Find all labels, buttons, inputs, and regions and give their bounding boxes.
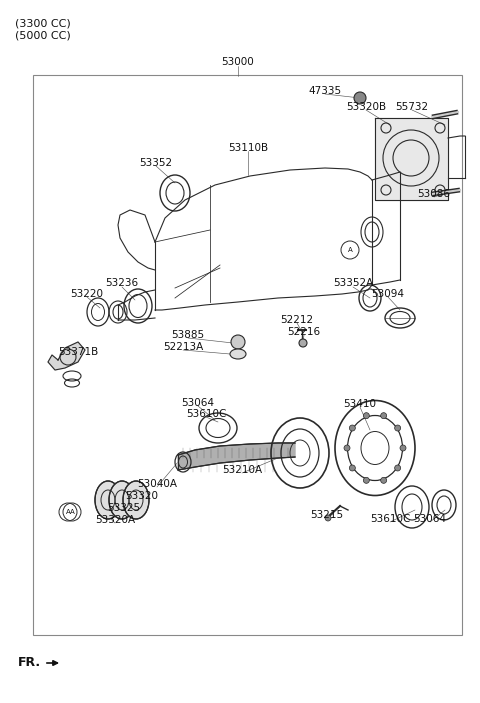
Text: 55732: 55732 [396,102,429,112]
Text: A: A [348,247,352,253]
Text: (3300 CC): (3300 CC) [15,18,71,28]
Text: 52213A: 52213A [163,342,203,352]
Circle shape [395,465,401,471]
Text: FR.: FR. [18,656,41,669]
Text: A: A [70,509,74,515]
Text: 53064: 53064 [413,514,446,524]
Text: 53320: 53320 [125,491,158,501]
Circle shape [344,445,350,451]
Text: 53094: 53094 [372,289,405,299]
Text: 53610C: 53610C [186,409,226,419]
Text: 47335: 47335 [309,86,342,96]
Text: 53110B: 53110B [228,143,268,153]
Circle shape [400,445,406,451]
Ellipse shape [95,481,121,519]
Text: 53220: 53220 [71,289,104,299]
Ellipse shape [123,481,149,519]
Ellipse shape [230,349,246,359]
Circle shape [381,477,387,484]
Circle shape [395,425,401,431]
Text: 53320A: 53320A [95,515,135,525]
Text: 52212: 52212 [280,315,313,325]
Text: 53325: 53325 [108,503,141,513]
Text: 53210A: 53210A [222,465,262,475]
Circle shape [354,92,366,104]
Text: 53236: 53236 [106,278,139,288]
Text: 53352: 53352 [139,158,173,168]
Ellipse shape [109,481,135,519]
Circle shape [299,339,307,347]
Text: 53885: 53885 [171,330,204,340]
Text: 53086: 53086 [418,189,451,199]
Circle shape [325,515,331,521]
Polygon shape [48,342,85,370]
Polygon shape [375,118,448,200]
Circle shape [381,413,387,419]
Circle shape [349,465,355,471]
Text: 53215: 53215 [311,510,344,520]
Text: 53352A: 53352A [333,278,373,288]
Circle shape [349,425,355,431]
Polygon shape [178,443,295,470]
Circle shape [363,413,369,419]
Text: 53371B: 53371B [58,347,98,357]
Circle shape [363,477,369,484]
Text: 53040A: 53040A [137,479,177,489]
Text: A: A [66,509,71,515]
Text: 52216: 52216 [288,327,321,337]
Text: 53610C: 53610C [370,514,410,524]
Bar [33,75,462,635]
Text: 53320B: 53320B [346,102,386,112]
Text: 53410: 53410 [344,399,376,409]
Circle shape [231,335,245,349]
Text: (5000 CC): (5000 CC) [15,30,71,40]
Text: 53000: 53000 [222,57,254,67]
Text: 53064: 53064 [181,398,215,408]
